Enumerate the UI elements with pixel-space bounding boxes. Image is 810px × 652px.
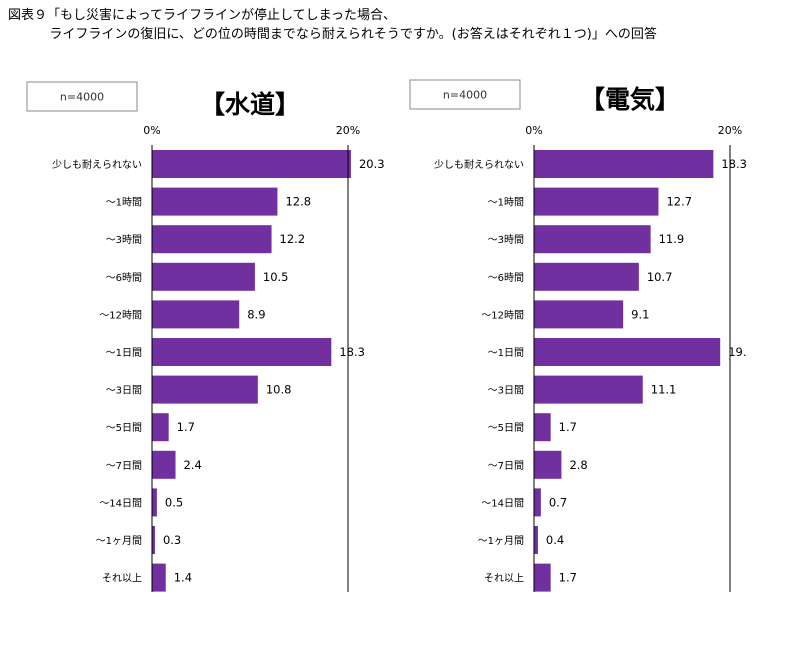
water-tick-label-0: 0% [143,124,160,137]
water-category-label-10: ～1ヶ月間 [96,535,142,547]
water-value-label-11: 1.4 [174,571,192,585]
water-value-label-10: 0.3 [163,533,181,547]
electricity-bar-1 [534,187,659,216]
water-value-label-1: 12.8 [285,195,311,209]
electricity-tick-label-0: 0% [525,124,542,137]
electricity-bar-2 [534,225,651,254]
water-bar-4 [152,300,240,329]
water-value-label-2: 12.2 [280,232,306,246]
water-sample-box [26,81,138,112]
electricity-bar-4 [534,300,624,329]
water-value-label-7: 1.7 [177,420,195,434]
electricity-bar-5 [534,338,721,366]
electricity-value-label-11: 1.7 [559,571,577,585]
figure-title-line-1: 図表９「もし災害によってライフラインが停止してしまった場合、 [8,8,397,23]
water-value-label-8: 2.4 [184,458,202,472]
water-value-label-0: 20.3 [359,157,385,171]
water-value-label-6: 10.8 [266,383,292,397]
figure-title-line-2: ライフラインの復旧に、どの位の時間までなら耐えられそうですか。(お答えはそれぞれ… [8,27,657,42]
electricity-tick-label-1: 20% [718,124,742,137]
water-value-label-9: 0.5 [165,495,183,509]
electricity-value-label-3: 10.7 [647,270,673,284]
electricity-category-label-5: ～1日間 [488,347,524,359]
electricity-value-label-9: 0.7 [549,495,567,509]
electricity-bar-7 [534,413,551,442]
water-category-label-7: ～5日間 [106,422,142,434]
electricity-value-label-2: 11.9 [659,232,685,246]
electricity-category-label-7: ～5日間 [488,422,524,434]
water-sample-label: n=4000 [60,91,104,104]
electricity-bar-10 [534,526,538,554]
water-bar-5 [152,338,332,366]
water-category-label-9: ～14日間 [99,497,142,509]
electricity-category-label-6: ～3日間 [488,385,524,397]
electricity-category-label-9: ～14日間 [481,497,524,509]
electricity-value-label-0: 18.3 [721,157,747,171]
electricity-category-label-1: ～1時間 [488,197,524,209]
electricity-value-label-8: 2.8 [569,458,587,472]
electricity-category-label-3: ～6時間 [488,272,524,284]
water-category-label-3: ～6時間 [106,272,142,284]
electricity-value-label-4: 9.1 [631,307,649,321]
water-bar-7 [152,413,169,442]
water-category-label-8: ～7日間 [106,460,142,472]
water-category-label-11: それ以上 [102,573,142,585]
water-bar-3 [152,262,255,291]
electricity-bars-group: 18.3 12.7 11.9 10.7 9.1 19. 11.1 1.7 2.8 0.7 0.4 1.… [534,150,747,592]
electricity-category-label-0: 少しも耐えられない [434,158,524,171]
electricity-value-label-7: 1.7 [559,420,577,434]
water-category-label-2: ～3時間 [106,234,142,246]
electricity-category-label-2: ～3時間 [488,234,524,246]
water-value-label-3: 10.5 [263,270,289,284]
electricity-sample-box [409,79,521,110]
electricity-chart-title: 【電気】 [580,85,680,114]
electricity-sample-label: n=4000 [443,89,487,102]
water-chart-title: 【水道】 [200,90,300,119]
electricity-bar-0 [534,150,714,178]
electricity-category-label-10: ～1ヶ月間 [478,535,524,547]
electricity-category-label-4: ～12時間 [481,309,524,321]
water-category-label-5: ～1日間 [106,347,142,359]
electricity-value-label-1: 12.7 [666,195,692,209]
electricity-category-label-11: それ以上 [484,573,524,585]
electricity-value-label-10: 0.4 [546,533,564,547]
electricity-bar-3 [534,262,639,291]
electricity-bar-9 [534,488,541,517]
water-bar-9 [152,488,157,517]
figure-title: 図表９「もし災害によってライフラインが停止してしまった場合、 ライフラインの復旧… [8,6,808,44]
water-category-label-0: 少しも耐えられない [52,158,142,171]
water-bar-1 [152,187,278,216]
electricity-bar-11 [534,563,551,592]
water-value-label-5: 18.3 [339,345,365,359]
electricity-value-label-6: 11.1 [651,383,677,397]
water-bar-11 [152,563,166,592]
water-bar-0 [152,150,351,178]
water-bar-8 [152,450,176,479]
water-value-label-4: 8.9 [247,307,265,321]
water-bar-6 [152,375,258,404]
water-category-label-1: ～1時間 [106,197,142,209]
water-category-label-4: ～12時間 [99,309,142,321]
electricity-bar-8 [534,450,562,479]
water-tick-label-1: 20% [336,124,360,137]
electricity-category-label-8: ～7日間 [488,460,524,472]
water-bar-10 [152,526,155,554]
electricity-value-label-5: 19. [728,345,746,359]
electricity-bar-6 [534,375,643,404]
water-category-label-6: ～3日間 [106,385,142,397]
water-bars-group: 20.3 12.8 12.2 10.5 8.9 18.3 10.8 1.7 2.4 0.5 0.3 1… [152,150,385,592]
water-bar-2 [152,225,272,254]
